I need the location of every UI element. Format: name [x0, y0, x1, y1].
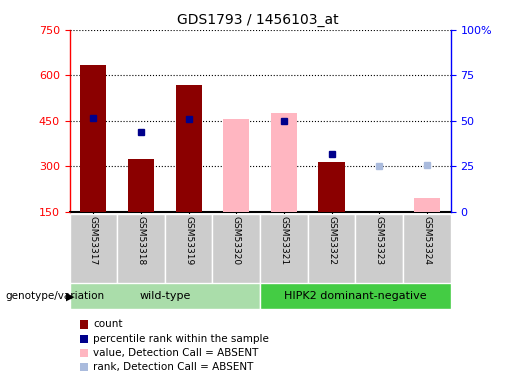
- Bar: [260, 283, 451, 309]
- Bar: [260, 214, 308, 283]
- Bar: [223, 119, 249, 212]
- Text: GDS1793 / 1456103_at: GDS1793 / 1456103_at: [177, 13, 338, 27]
- Text: percentile rank within the sample: percentile rank within the sample: [93, 334, 269, 344]
- Bar: [213, 214, 260, 283]
- Bar: [403, 214, 451, 283]
- Text: GSM53323: GSM53323: [375, 216, 384, 265]
- Bar: [128, 159, 154, 212]
- Text: GSM53322: GSM53322: [327, 216, 336, 265]
- Text: value, Detection Call = ABSENT: value, Detection Call = ABSENT: [93, 348, 259, 358]
- Bar: [117, 214, 165, 283]
- Text: GSM53317: GSM53317: [89, 216, 98, 265]
- Bar: [176, 85, 202, 212]
- Bar: [165, 214, 212, 283]
- Bar: [355, 214, 403, 283]
- Bar: [271, 113, 297, 212]
- Text: GSM53318: GSM53318: [136, 216, 145, 265]
- Bar: [414, 198, 440, 212]
- Bar: [70, 283, 260, 309]
- Text: genotype/variation: genotype/variation: [5, 291, 104, 301]
- Text: rank, Detection Call = ABSENT: rank, Detection Call = ABSENT: [93, 362, 253, 372]
- Bar: [318, 162, 345, 212]
- Text: GSM53320: GSM53320: [232, 216, 241, 265]
- Text: HIPK2 dominant-negative: HIPK2 dominant-negative: [284, 291, 426, 301]
- Bar: [307, 214, 355, 283]
- Text: GSM53319: GSM53319: [184, 216, 193, 265]
- Text: GSM53321: GSM53321: [280, 216, 288, 265]
- Text: count: count: [93, 320, 123, 329]
- Text: ▶: ▶: [66, 291, 75, 301]
- Text: GSM53324: GSM53324: [422, 216, 431, 265]
- Text: wild-type: wild-type: [139, 291, 191, 301]
- Bar: [80, 65, 107, 212]
- Bar: [70, 214, 117, 283]
